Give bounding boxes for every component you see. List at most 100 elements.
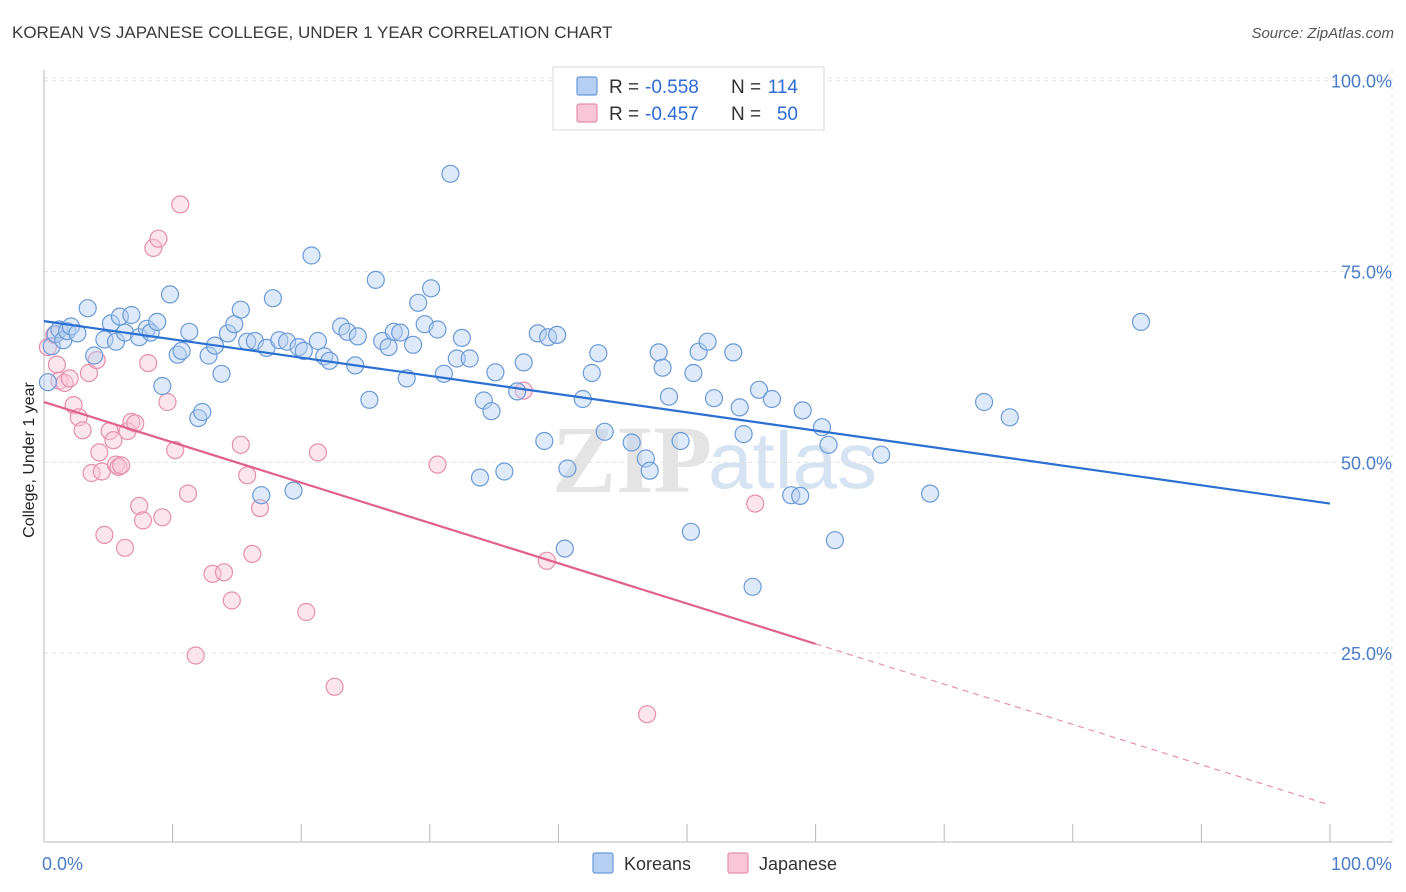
japanese-point — [250, 499, 270, 518]
japanese-point — [126, 414, 145, 433]
korean-point — [749, 380, 769, 399]
korean-point — [252, 486, 271, 505]
korean-point — [595, 422, 614, 441]
korean-point — [447, 349, 466, 368]
japanese-point — [243, 544, 262, 564]
japanese-point — [637, 705, 657, 724]
japanese-point — [308, 443, 327, 462]
korean-point — [640, 461, 659, 480]
korean-point — [482, 402, 501, 421]
japanese-point — [178, 484, 198, 503]
korean-point — [528, 324, 547, 343]
japanese-point — [186, 646, 205, 665]
japanese-trend-line — [43, 400, 816, 645]
japanese-point — [139, 354, 158, 373]
japanese-point — [746, 494, 765, 513]
japanese-point — [158, 392, 177, 412]
korean-point — [622, 433, 641, 452]
korean-point — [470, 468, 490, 487]
korean-point — [95, 330, 114, 349]
japanese-point — [203, 564, 222, 583]
korean-point — [535, 431, 554, 451]
korean-swatch — [576, 76, 598, 96]
japanese-point — [106, 455, 126, 474]
japanese-point — [149, 229, 168, 248]
korean-point — [920, 484, 940, 503]
korean-point — [391, 323, 410, 342]
japanese-point — [130, 496, 149, 515]
korean-points — [38, 164, 1151, 596]
korean-point — [872, 445, 891, 464]
japanese-point — [133, 511, 153, 530]
japanese-points — [38, 195, 765, 724]
japanese-n-value: 50 — [777, 104, 798, 125]
japanese-point — [537, 551, 556, 570]
japanese-point — [60, 369, 79, 388]
korean-point — [160, 285, 180, 304]
y-tick-label: 100.0% — [1331, 72, 1392, 92]
korean-point — [698, 332, 717, 351]
japanese-point — [428, 455, 447, 474]
korean-point — [555, 539, 574, 558]
korean-point — [384, 322, 403, 341]
korean-point — [704, 389, 724, 408]
korean-point — [278, 332, 297, 351]
korean-point — [294, 341, 313, 360]
korean-point — [684, 363, 703, 383]
japanese-point — [222, 591, 241, 610]
japanese-point — [47, 355, 67, 374]
legend-koreans-label: Koreans — [624, 854, 691, 874]
japanese-point — [325, 677, 344, 696]
japanese-swatch — [576, 103, 598, 123]
japanese-point — [153, 508, 172, 527]
korean-n-value: 114 — [768, 77, 799, 98]
korean-point — [38, 373, 58, 392]
korean-point — [724, 343, 743, 362]
chart-title: KOREAN VS JAPANESE COLLEGE, UNDER 1 YEAR… — [12, 23, 613, 42]
korean-point — [122, 305, 141, 325]
legend-koreans-swatch — [592, 852, 614, 874]
legend-japanese-label: Japanese — [759, 854, 837, 874]
korean-point — [338, 322, 357, 341]
stats-legend-box — [552, 66, 825, 131]
korean-point — [495, 462, 514, 481]
y-axis-title: College, Under 1 year — [21, 382, 38, 538]
korean-point — [404, 335, 423, 354]
korean-point — [101, 314, 121, 333]
grid — [44, 70, 1393, 842]
korean-point — [460, 349, 479, 368]
korean-point — [514, 353, 533, 372]
korean-point — [1131, 312, 1151, 331]
korean-point — [819, 435, 838, 454]
korean-point — [762, 389, 782, 409]
trend-lines — [43, 320, 1331, 806]
japanese-point — [297, 602, 316, 622]
japanese-r-label: R = — [609, 104, 639, 125]
korean-point — [441, 164, 460, 183]
korean-point — [302, 246, 321, 265]
korean-point — [85, 346, 104, 365]
korean-point — [218, 324, 237, 343]
japanese-point — [73, 421, 92, 440]
korean-point — [825, 531, 845, 550]
korean-point — [1000, 408, 1019, 427]
legend-japanese-swatch — [727, 852, 749, 874]
korean-r-value: -0.558 — [645, 77, 699, 98]
korean-point — [284, 481, 303, 500]
japanese-point — [231, 435, 250, 454]
japanese-trend-line-extension — [815, 643, 1331, 806]
japanese-point — [144, 238, 163, 257]
tick-labels: 25.0% 50.0% 75.0% 100.0% 0.0% 100.0% — [42, 72, 1392, 874]
korean-point — [263, 289, 282, 308]
japanese-r-value: -0.457 — [645, 104, 699, 125]
korean-point — [180, 322, 199, 341]
korean-point — [148, 312, 167, 331]
y-tick-label: 50.0% — [1341, 453, 1392, 473]
korean-point — [734, 425, 753, 444]
axes — [43, 70, 1392, 843]
korean-point — [348, 327, 367, 346]
korean-point — [653, 358, 672, 377]
korean-point — [743, 577, 762, 596]
source-label: Source: ZipAtlas.com — [1251, 25, 1394, 42]
